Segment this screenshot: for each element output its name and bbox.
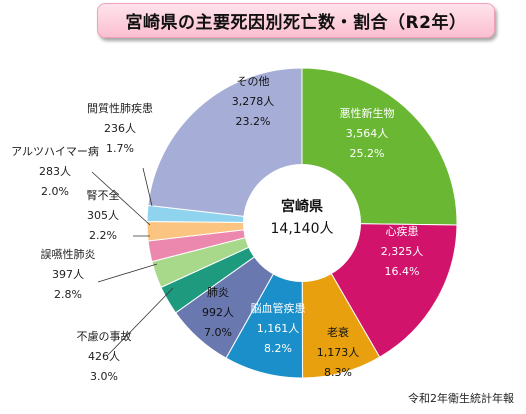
slice-percent-label: 3.0% — [90, 370, 118, 383]
slice-count-label: 236人 — [104, 122, 136, 135]
donut-hole — [243, 164, 361, 282]
slice-percent-label: 8.2% — [264, 342, 292, 355]
leader-line — [91, 171, 151, 226]
slice-percent-label: 16.4% — [385, 265, 420, 278]
slice-name-label: 肺炎 — [207, 286, 229, 299]
slice-count-label: 397人 — [52, 268, 84, 281]
leader-line — [107, 287, 174, 356]
slice-name-label: 悪性新生物 — [340, 106, 395, 120]
slice-count-label: 992人 — [202, 306, 234, 319]
slice-name-label: 不慮の事故 — [77, 329, 132, 343]
slice-name-label: 心疾患 — [386, 224, 419, 238]
slice-name-label: その他 — [237, 75, 270, 88]
slice-count-label: 1,173人 — [317, 346, 360, 359]
leader-line — [97, 263, 158, 283]
slice-count-label: 3,564人 — [346, 127, 389, 140]
center-total-label: 14,140人 — [271, 221, 334, 237]
slice-percent-label: 1.7% — [106, 142, 134, 155]
center-region-label: 宮崎県 — [281, 198, 323, 215]
slice-percent-label: 2.8% — [54, 288, 82, 301]
slice-name-label: 誤嚥性肺炎 — [41, 247, 96, 261]
slice-count-label: 426人 — [88, 350, 120, 363]
slice-percent-label: 2.0% — [41, 185, 69, 198]
slice-count-label: 3,278人 — [232, 95, 275, 108]
slice-name-label: 間質性肺疾患 — [87, 101, 153, 115]
slice-count-label: 283人 — [39, 165, 71, 178]
slice-name-label: アルツハイマー病 — [11, 144, 99, 158]
slice-percent-label: 8.3% — [324, 366, 352, 379]
slice-count-label: 2,325人 — [381, 245, 424, 258]
slice-percent-label: 7.0% — [204, 326, 232, 339]
slice-name-label: 脳血管疾患 — [251, 301, 306, 315]
slice-percent-label: 2.2% — [89, 229, 117, 242]
slice-name-label: 老衰 — [327, 325, 349, 339]
slice-percent-label: 25.2% — [350, 147, 385, 160]
slice-name-label: 腎不全 — [87, 188, 120, 202]
leader-line — [142, 167, 153, 207]
slice-percent-label: 23.2% — [236, 115, 271, 128]
chart-title: 宮崎県の主要死因別死亡数・割合（R2年） — [97, 3, 495, 38]
source-note: 令和2年衛生統計年報 — [408, 392, 514, 405]
slice-count-label: 305人 — [87, 209, 119, 222]
slice-count-label: 1,161人 — [257, 322, 300, 335]
